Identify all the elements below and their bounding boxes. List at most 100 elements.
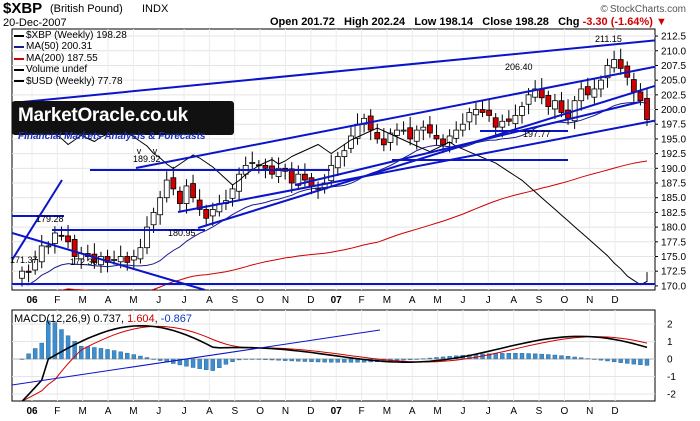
signal-value: 1.604 — [127, 313, 155, 325]
candle-down — [374, 132, 381, 140]
candle-up — [117, 256, 124, 263]
price-annotation: 211.15 — [595, 34, 622, 44]
price-x-tick-label: J — [182, 295, 187, 306]
candle-up — [394, 129, 400, 136]
candle-down — [630, 79, 637, 93]
legend-entry-ma200: MA(200) 187.55 — [14, 53, 127, 64]
price-x-tick-label: M — [129, 295, 137, 306]
peak-marker: v — [137, 146, 142, 156]
price-y-tick-label: 182.5 — [661, 208, 686, 219]
macd-x-tick-label: D — [307, 406, 314, 417]
candle-up — [551, 100, 558, 110]
macd-histogram-bar — [184, 358, 189, 367]
candle-up — [157, 197, 164, 216]
macd-histogram-bar — [506, 353, 512, 360]
price-x-tick-label: O — [256, 295, 264, 306]
close-value: 198.28 — [515, 16, 549, 28]
macd-value: 0.737 — [93, 313, 122, 325]
candle-up — [578, 88, 585, 102]
close-label: Close — [482, 16, 513, 28]
legend-label: $USD (Weekly) 77.78 — [26, 75, 123, 87]
macd-histogram-bar — [230, 358, 235, 362]
legend-swatch — [14, 68, 24, 71]
candle-up — [328, 164, 335, 182]
price-x-tick-label: O — [560, 295, 568, 306]
macd-histogram-bar — [98, 348, 104, 360]
low-label: Low — [414, 16, 437, 28]
candle-down — [190, 183, 196, 199]
hist-value: -0.867 — [160, 313, 192, 325]
macd-x-tick-label: N — [282, 406, 289, 417]
legend-entry-usd: $USD (Weekly) 77.78 — [14, 76, 127, 87]
price-x-tick-label: M — [383, 295, 391, 306]
macd-x-tick-label: A — [409, 406, 416, 417]
macd-histogram-bar — [638, 358, 643, 365]
macd-label-prefix: MACD(12,26,9) — [14, 313, 91, 325]
price-y-tick-label: 190.0 — [661, 164, 686, 175]
trend-line — [12, 39, 655, 104]
candle-up — [111, 259, 118, 261]
macd-histogram-bar — [296, 358, 301, 362]
candle-up — [519, 106, 525, 116]
macd-histogram-bar — [546, 354, 551, 360]
macd-histogram-bar — [210, 358, 215, 371]
macd-y-tick-label: -1 — [667, 372, 676, 383]
price-annotation: 180.95 — [168, 228, 196, 238]
candle-up — [473, 109, 479, 116]
macd-histogram-bar — [223, 358, 229, 365]
candle-down — [25, 270, 32, 273]
macd-x-tick-label: A — [510, 406, 517, 417]
legend-entry-ma50: MA(50) 200.31 — [14, 41, 127, 52]
trend-line — [197, 84, 655, 229]
price-plot-area — [12, 39, 655, 290]
macd-histogram-bar — [32, 348, 38, 360]
macd-x-tick-label: F — [54, 406, 60, 417]
candle-up — [295, 173, 302, 186]
candle-up — [130, 256, 137, 261]
price-y-tick-label: 180.0 — [661, 223, 686, 234]
macd-x-tick-label: S — [536, 406, 543, 417]
candle-down — [288, 168, 295, 184]
legend-swatch — [14, 46, 24, 49]
price-y-tick-label: 197.5 — [661, 120, 686, 131]
candle-down — [262, 164, 269, 169]
macd-histogram-bar — [105, 349, 110, 360]
price-x-tick-label: A — [510, 295, 517, 306]
macd-histogram-bar — [131, 354, 137, 360]
price-y-tick-label: 172.5 — [661, 267, 686, 278]
candle-up — [387, 132, 394, 143]
candle-up — [400, 129, 407, 132]
macd-histogram-bar — [125, 352, 130, 360]
candle-up — [591, 88, 598, 98]
price-x-tick-label: J — [156, 295, 161, 306]
price-annotation: 197.77 — [523, 129, 551, 139]
legend-entry-volume: Volume undef — [14, 64, 127, 75]
high-label: High — [344, 16, 369, 28]
macd-histogram-bar — [335, 358, 340, 363]
candle-up — [341, 150, 348, 157]
low-value: 198.14 — [439, 16, 474, 28]
candle-down — [486, 109, 493, 116]
macd-y-tick-label: 1 — [667, 337, 673, 348]
macd-x-tick-label: O — [256, 406, 264, 417]
legend-label: MA(50) 200.31 — [26, 41, 93, 53]
candle-up — [275, 167, 282, 177]
macd-x-tick-label: A — [105, 406, 112, 417]
macd-histogram-bar — [513, 353, 518, 360]
candle-down — [505, 118, 512, 122]
candle-up — [38, 245, 45, 263]
price-legend: $XBP (Weekly) 198.28 MA(50) 200.31 MA(20… — [14, 30, 127, 87]
price-x-tick-label: M — [79, 295, 87, 306]
chg-arrow: ▼ — [655, 16, 667, 28]
candle-up — [32, 259, 39, 271]
macd-x-tick-label: A — [206, 406, 213, 417]
price-y-tick-label: 207.5 — [661, 61, 686, 72]
macd-x-tick-label: M — [79, 406, 87, 417]
macd-x-tick-label: M — [129, 406, 137, 417]
legend-swatch — [14, 34, 24, 37]
macd-histogram-bar — [342, 358, 347, 363]
macd-histogram-bar — [611, 358, 617, 363]
price-annotation: 172.36 — [70, 257, 98, 267]
macd-histogram-bar — [348, 358, 354, 363]
price-y-tick-label: 210.0 — [661, 46, 686, 57]
